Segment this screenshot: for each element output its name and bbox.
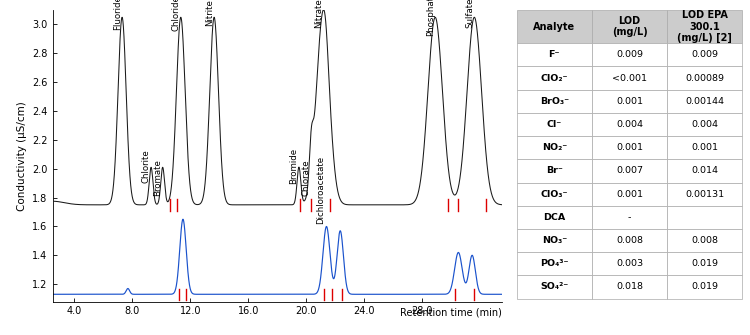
Text: Bromide: Bromide (290, 148, 298, 184)
Text: Nitrate: Nitrate (314, 0, 322, 28)
Text: Bromate: Bromate (153, 159, 162, 196)
Y-axis label: Conductivity (μS/cm): Conductivity (μS/cm) (16, 101, 26, 211)
Text: Chlorite: Chlorite (141, 149, 150, 183)
Text: Fluoride: Fluoride (113, 0, 122, 30)
Text: Chlorate: Chlorate (302, 159, 310, 196)
Text: Phosphate: Phosphate (426, 0, 435, 36)
Text: Dichloroacetate: Dichloroacetate (316, 156, 325, 224)
Text: Sulfate: Sulfate (465, 0, 474, 28)
Text: Retention time (min): Retention time (min) (400, 307, 502, 317)
Text: Chloride: Chloride (172, 0, 181, 31)
Text: Nitrite: Nitrite (206, 0, 214, 26)
